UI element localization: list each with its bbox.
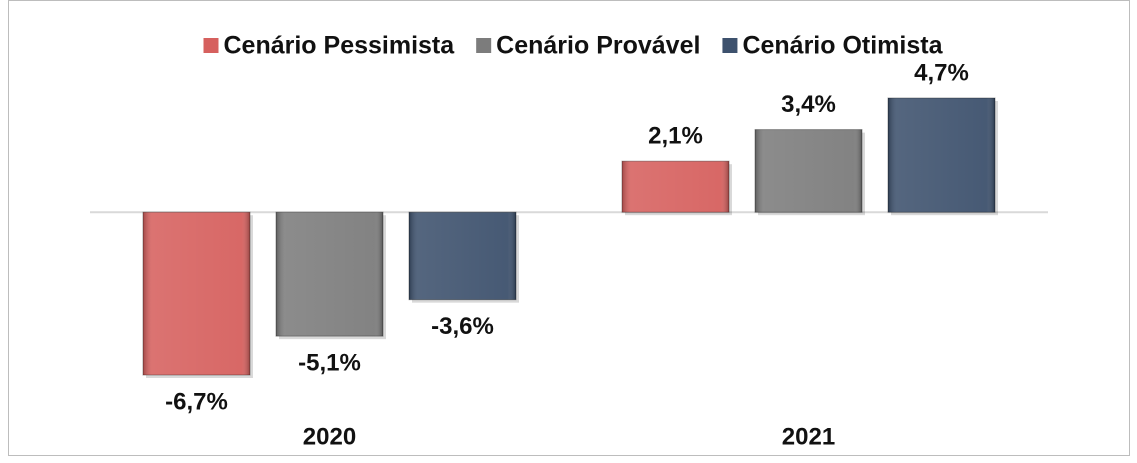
value-label: 4,7%	[914, 59, 969, 86]
legend-swatch	[203, 38, 219, 53]
x-tick-label: 2020	[303, 423, 356, 450]
value-label: -6,7%	[165, 388, 228, 415]
value-label: -3,6%	[431, 313, 494, 340]
bar-bevel	[276, 212, 383, 337]
legend-swatch	[722, 38, 738, 53]
value-label: 2,1%	[648, 123, 703, 150]
legend: Cenário Pessimista Cenário Provável Cenári…	[203, 32, 944, 60]
legend-label: Cenário Otimista	[742, 32, 943, 60]
bar-bevel	[622, 161, 729, 213]
legend-label: Cenário Provável	[496, 32, 700, 60]
bar-bevel	[755, 129, 862, 213]
x-tick-label: 2021	[782, 423, 835, 450]
value-label: -5,1%	[298, 349, 361, 376]
legend-label: Cenário Pessimista	[224, 32, 456, 60]
bar-bevel	[888, 98, 995, 213]
value-label: 3,4%	[781, 91, 836, 118]
bar-bevel	[143, 212, 250, 375]
legend-swatch	[476, 38, 492, 53]
bar-bevel	[409, 212, 516, 300]
